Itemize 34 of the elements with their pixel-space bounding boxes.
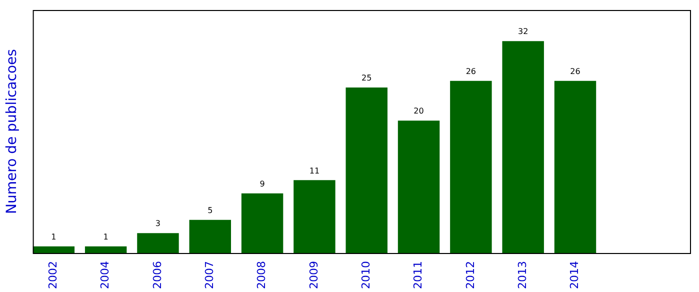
bar xyxy=(137,233,179,254)
data-label: 25 xyxy=(362,74,372,83)
x-tick-label: 2002 xyxy=(46,261,60,290)
data-label: 3 xyxy=(155,219,161,228)
data-label: 1 xyxy=(103,232,108,242)
x-tick-label: 2011 xyxy=(412,261,425,290)
data-label: 20 xyxy=(414,106,424,116)
bar xyxy=(398,120,440,254)
data-label: 26 xyxy=(570,66,580,76)
x-tick-label: 2008 xyxy=(255,261,268,290)
x-tick-label: 2013 xyxy=(516,261,529,290)
bar xyxy=(241,193,284,254)
data-label: 32 xyxy=(518,27,528,36)
x-tick-label: 2004 xyxy=(98,261,112,290)
data-label: 26 xyxy=(466,66,476,76)
data-label: 1 xyxy=(51,232,56,242)
x-tick-label: 2007 xyxy=(203,261,216,290)
x-tick-label: 2009 xyxy=(307,261,320,290)
bar xyxy=(189,220,232,254)
bar xyxy=(554,80,596,254)
x-tick-label: 2006 xyxy=(150,261,164,290)
data-label: 5 xyxy=(208,206,213,215)
data-label: 9 xyxy=(260,180,265,188)
bar xyxy=(294,180,336,254)
bar xyxy=(84,246,127,254)
bar xyxy=(346,87,388,254)
data-label: 11 xyxy=(309,166,320,176)
bar xyxy=(502,41,544,254)
x-tick-label: 2010 xyxy=(359,261,372,290)
bar xyxy=(450,80,492,254)
x-tick-label: 2012 xyxy=(464,261,477,290)
x-tick-label: 2014 xyxy=(568,261,582,290)
y-axis-title: Numero de publicacoes xyxy=(4,49,20,214)
bar xyxy=(32,246,75,254)
